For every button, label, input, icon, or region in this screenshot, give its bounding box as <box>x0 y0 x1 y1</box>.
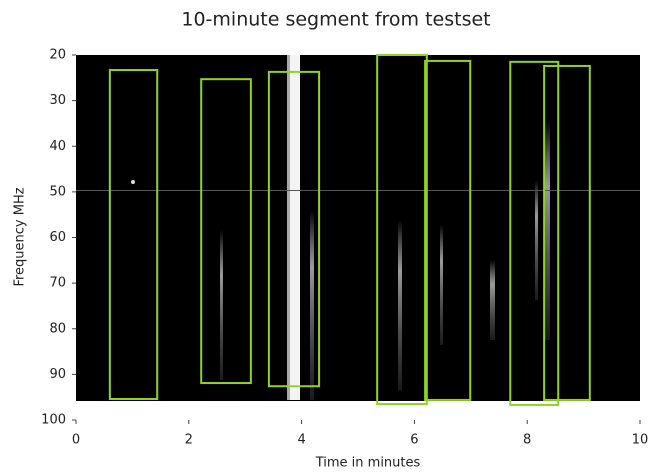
y-tick-label: 60 <box>49 230 66 245</box>
emission <box>310 210 314 400</box>
y-tick-label: 20 <box>49 48 66 63</box>
detection-box <box>376 54 428 406</box>
y-tick-label: 100 <box>41 413 66 428</box>
detection-box <box>267 70 321 388</box>
x-axis-label: Time in minutes <box>315 456 421 471</box>
y-tick-label: 40 <box>49 139 66 154</box>
y-tick-label: 50 <box>49 184 66 199</box>
detection-box <box>200 78 252 385</box>
x-tick-label: 2 <box>185 433 193 448</box>
x-tick-label: 0 <box>72 433 80 448</box>
x-tick-label: 8 <box>523 433 531 448</box>
emission <box>545 120 550 340</box>
emissions <box>76 55 640 400</box>
emission <box>440 225 443 345</box>
x-tick-label: 6 <box>410 433 418 448</box>
y-tick-label: 90 <box>49 367 66 382</box>
y-tick-label: 30 <box>49 93 66 108</box>
x-tick-label: 10 <box>632 433 649 448</box>
detection-box <box>509 60 560 406</box>
emission <box>131 180 135 184</box>
x-tick-label: 4 <box>297 433 305 448</box>
emission <box>287 55 290 400</box>
plot-area: 20 30 40 50 60 70 80 90 100 0 2 4 6 8 10 <box>41 48 648 448</box>
spectrogram-background <box>76 55 640 401</box>
emission <box>290 55 300 400</box>
emission <box>220 230 223 380</box>
y-tick-label: 80 <box>49 321 66 336</box>
detection-box <box>543 64 591 401</box>
y-tick-label: 70 <box>49 276 66 291</box>
emission <box>490 260 495 340</box>
emission <box>76 190 640 191</box>
detection-box <box>424 59 472 401</box>
emission <box>535 180 538 300</box>
detection-box <box>108 69 159 401</box>
emission <box>398 220 402 390</box>
y-axis-label: Frequency MHz <box>13 187 28 286</box>
chart-title: 10-minute segment from testset <box>181 9 490 31</box>
